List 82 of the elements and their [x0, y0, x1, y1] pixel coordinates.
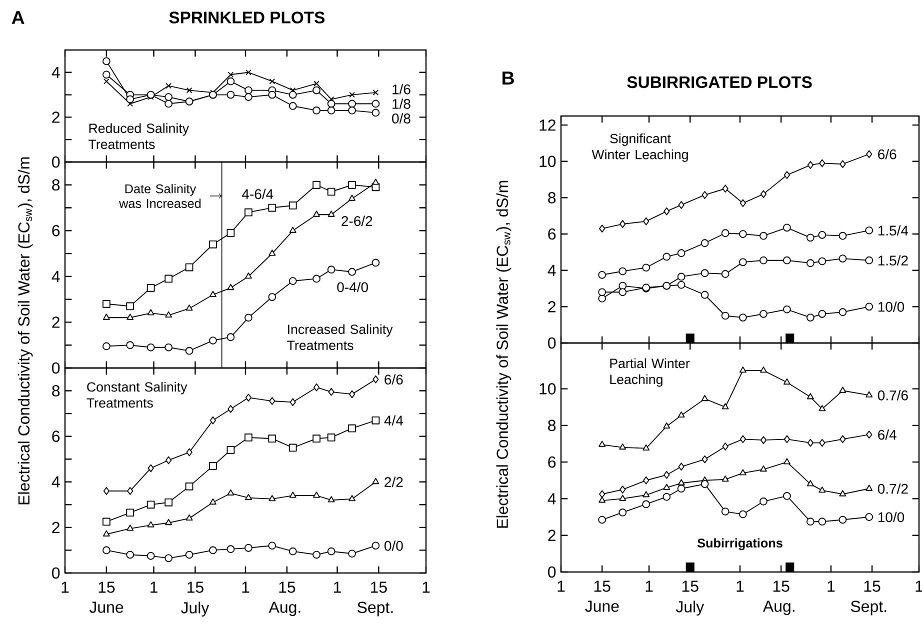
- y-tick-label: 2: [52, 316, 60, 328]
- annotation: Partial Winter Leaching: [610, 358, 690, 387]
- text: Sept.: [358, 602, 393, 616]
- y-axis-title: Electrical Conductivity of Soil Water (EC$_{sw}$), dS/m: [18, 157, 33, 504]
- series-label: 10/0: [878, 512, 904, 522]
- text: June: [89, 602, 124, 613]
- text: July: [180, 602, 210, 617]
- text: A: [12, 11, 24, 24]
- legend-label: 0/0: [384, 540, 403, 551]
- x-tick-label: 15: [682, 580, 698, 592]
- text: June: [585, 600, 619, 612]
- annotation: Constant Salinity Treatments: [86, 382, 188, 408]
- y-axis-title: Electrical Conductivity of Soil Water (EC$_{sw}$), dS/m: [496, 180, 512, 528]
- x-tick-label: 1: [422, 582, 430, 593]
- x-tick-label: 1: [242, 582, 250, 593]
- legend-label: 6/6: [878, 148, 896, 160]
- series-label: 2-6/2: [342, 216, 372, 226]
- y-tick-label: 4: [52, 66, 60, 78]
- x-tick-label: 15: [279, 582, 296, 593]
- y-tick-label: 2: [548, 530, 556, 541]
- y-tick-label: 6: [52, 225, 60, 236]
- legend-label: 6/6: [384, 374, 403, 385]
- y-tick-label: 10: [540, 383, 556, 394]
- annotation: Increased Salinity Treatments: [287, 324, 393, 350]
- series-label: 0-4/0: [337, 282, 368, 292]
- y-tick-label: 0: [548, 337, 556, 349]
- series-label: 1.5/2: [878, 255, 908, 266]
- y-tick-label: 0: [52, 156, 60, 168]
- legend-label: 0.7/6: [878, 390, 908, 400]
- y-tick-label: 4: [548, 493, 556, 504]
- legend-label: 4-6/4: [242, 188, 274, 200]
- y-tick-label: 6: [548, 228, 556, 240]
- series-label: 1/8: [392, 98, 410, 109]
- x-tick-label: 15: [188, 582, 204, 593]
- y-tick-label: 2: [52, 522, 60, 534]
- y-tick-label: 12: [540, 119, 556, 131]
- legend-label: 6/4: [878, 429, 896, 440]
- y-tick-label: 8: [52, 179, 60, 191]
- x-tick-label: 1: [150, 582, 158, 593]
- y-tick-label: 4: [548, 264, 556, 276]
- y-tick-label: 8: [548, 192, 556, 204]
- y-tick-label: 10: [540, 156, 556, 168]
- y-tick-label: 2: [52, 112, 60, 123]
- x-tick-label: 1: [558, 580, 565, 592]
- y-tick-label: 0: [52, 567, 60, 579]
- legend-label: 10/0: [878, 302, 904, 312]
- legend-label: 2/2: [384, 476, 403, 488]
- legend-label: 1.5/4: [878, 225, 908, 236]
- text: B: [502, 72, 514, 84]
- legend-label: 4/4: [384, 415, 403, 426]
- y-tick-label: 8: [52, 385, 60, 396]
- y-tick-label: 4: [52, 270, 60, 282]
- x-tick-label: 15: [98, 582, 115, 593]
- annotation: Reduced Salinity Treatments: [88, 123, 190, 150]
- x-tick-label: 15: [370, 582, 387, 593]
- x-tick-label: 15: [864, 580, 880, 592]
- text: Aug.: [762, 600, 794, 616]
- y-tick-label: 6: [548, 456, 556, 468]
- x-tick-label: 1: [736, 580, 744, 592]
- text: Aug.: [268, 602, 300, 616]
- x-tick-label: 1: [646, 580, 653, 592]
- chart-title: SUBIRRIGATED PLOTS: [627, 76, 812, 88]
- series-label: Subirrigations: [697, 538, 782, 550]
- x-tick-label: 1: [828, 580, 835, 592]
- legend-label: 1/6: [392, 84, 410, 94]
- y-tick-label: 8: [548, 420, 556, 432]
- y-tick-label: 2: [548, 301, 556, 312]
- x-tick-label: 15: [773, 580, 790, 592]
- legend-label: 0/8: [392, 113, 410, 124]
- series-label: 0.7/2: [878, 483, 908, 494]
- ref-line-label: Date Salinity was Increased: [119, 184, 201, 208]
- y-tick-label: 0: [548, 566, 556, 578]
- text: July: [676, 600, 704, 616]
- chart-title: SPRINKLED PLOTS: [169, 12, 325, 24]
- text: Sept.: [850, 600, 886, 616]
- y-tick-label: 0: [52, 362, 60, 374]
- annotation: Significant Winter Leaching: [592, 133, 688, 162]
- x-tick-label: 1: [334, 582, 341, 593]
- x-tick-label: 1: [62, 582, 69, 593]
- y-tick-label: 4: [52, 476, 60, 488]
- y-tick-label: 6: [52, 430, 60, 442]
- x-tick-label: 15: [594, 580, 610, 592]
